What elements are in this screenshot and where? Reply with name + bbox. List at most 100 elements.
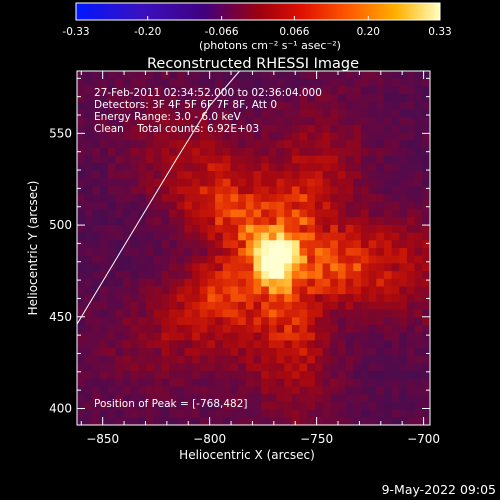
heatmap-cell [192,294,201,303]
heatmap-cell [138,378,147,388]
heatmap-cell [391,201,400,211]
heatmap-cell [314,117,324,126]
heatmap-cell [376,194,385,203]
heatmap-cell [245,409,255,418]
heatmap-cell [307,124,316,134]
heatmap-cell [130,263,139,272]
heatmap-cell [307,232,316,241]
heatmap-cell [161,109,170,118]
heatmap-cell [123,171,132,180]
heatmap-cell [353,324,362,334]
heatmap-cell [184,224,193,234]
heatmap-cell [353,332,362,341]
plot-frame [76,70,431,426]
heatmap-cell [414,86,423,95]
heatmap-cell [176,178,186,188]
heatmap-cell [77,232,86,241]
heatmap-cell [115,240,124,249]
heatmap-cell [176,378,186,388]
heatmap-cell [176,255,186,264]
heatmap-cell [92,178,101,188]
heatmap-cell [84,86,93,95]
heatmap-cell [353,255,362,264]
heatmap-cell [215,324,224,334]
heatmap-cell [345,86,354,95]
heatmap-cell [207,248,216,257]
heatmap-cell [261,171,270,180]
heatmap-cell [161,171,170,180]
heatmap-cell [153,271,163,280]
heatmap-cell [376,101,385,111]
heatmap-cell [207,255,216,264]
heatmap-cell [245,209,255,218]
heatmap-cell [230,94,239,103]
heatmap-cell [383,371,393,380]
heatmap-cell [222,78,232,87]
heatmap-cell [161,294,170,303]
heatmap-cell [337,186,347,195]
heatmap-cell [169,363,178,372]
heatmap-cell [391,255,400,264]
heatmap-cell [330,147,339,157]
heatmap-cell [184,140,193,149]
heatmap-cell [215,155,224,164]
heatmap-cell [406,78,416,87]
heatmap-cell [169,109,178,118]
heatmap-cell [284,340,293,349]
heatmap-cell [92,132,101,141]
heatmap-cell [176,363,186,372]
heatmap-cell [184,232,193,241]
heatmap-cell [345,101,354,111]
heatmap-cell [360,371,370,380]
heatmap-cell [123,255,132,264]
heatmap-cell [314,286,324,295]
heatmap-cell [230,394,239,403]
heatmap-cell [169,301,178,311]
heatmap-cell [291,371,301,380]
heatmap-cell [169,78,178,87]
heatmap-cell [199,286,209,295]
heatmap-cell [100,371,109,380]
heatmap-cell [230,371,239,380]
heatmap-cell [284,217,293,226]
heatmap-cell [207,394,216,403]
heatmap-cell [123,140,132,149]
heatmap-cell [92,386,101,395]
heatmap-cell [107,332,116,341]
heatmap-cell [153,324,163,334]
heatmap-cell [161,286,170,295]
heatmap-cell [123,378,132,388]
heatmap-cell [92,317,101,326]
heatmap-cell [107,255,116,264]
heatmap-cell [77,171,86,180]
heatmap-cell [291,163,301,172]
heatmap-cell [130,194,139,203]
heatmap-cell [422,348,430,357]
heatmap-cell [230,201,239,211]
heatmap-cell [123,224,132,234]
heatmap-cell [253,278,262,288]
heatmap-cell [192,409,201,418]
heatmap-cell [207,147,216,157]
heatmap-cell [253,355,262,365]
heatmap-cell [376,232,385,241]
heatmap-cell [414,171,423,180]
heatmap-cell [115,232,124,241]
heatmap-cell [77,86,86,95]
heatmap-cell [261,94,270,103]
heatmap-cell [360,255,370,264]
heatmap-cell [414,155,423,164]
heatmap-cell [207,378,216,388]
heatmap-cell [314,332,324,341]
heatmap-cell [115,401,124,411]
heatmap-cell [115,101,124,111]
heatmap-cell [368,78,377,87]
heatmap-cell [207,117,216,126]
heatmap-cell [138,348,147,357]
heatmap-cell [107,240,116,249]
heatmap-cell [199,201,209,211]
heatmap-cell [84,240,93,249]
heatmap-cell [268,317,278,326]
heatmap-cell [123,340,132,349]
heatmap-cell [207,271,216,280]
